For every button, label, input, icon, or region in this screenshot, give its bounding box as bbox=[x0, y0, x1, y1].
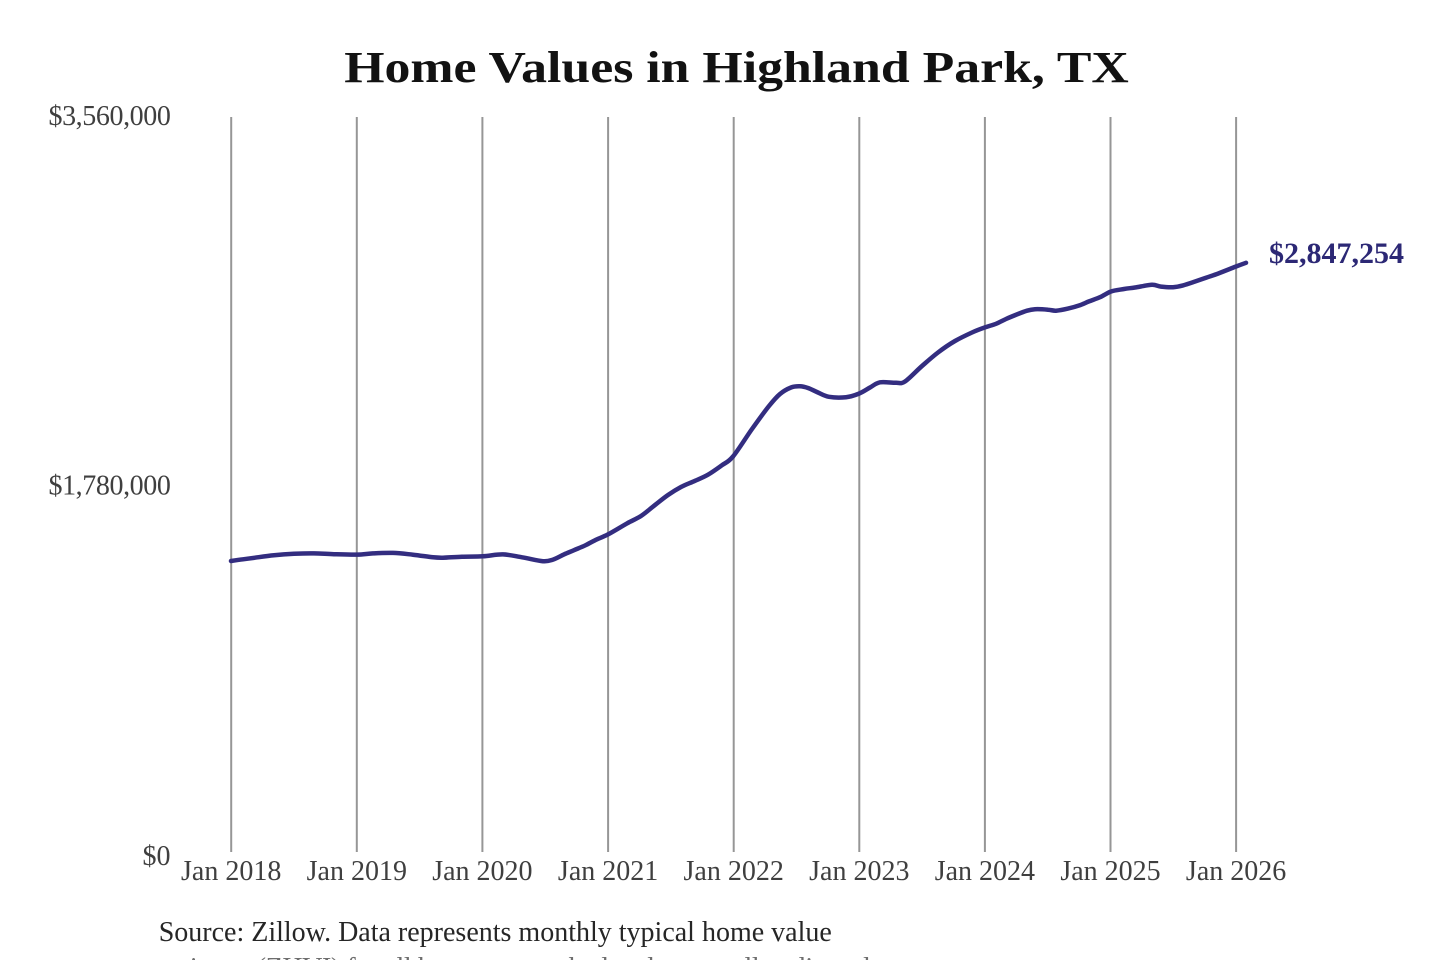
svg-text:Jan 2020: Jan 2020 bbox=[432, 856, 532, 887]
svg-text:Home Values in Highland Park,: Home Values in Highland Park, TX bbox=[344, 44, 1129, 93]
svg-text:Jan 2022: Jan 2022 bbox=[684, 856, 784, 887]
svg-text:Jan 2024: Jan 2024 bbox=[935, 856, 1035, 887]
svg-text:Source: Zillow. Data represent: Source: Zillow. Data represents monthly … bbox=[159, 917, 832, 948]
svg-text:Jan 2023: Jan 2023 bbox=[809, 856, 909, 887]
svg-text:Jan 2018: Jan 2018 bbox=[181, 856, 281, 887]
svg-text:estimate (ZHVI) for all homes,: estimate (ZHVI) for all homes, smoothed … bbox=[160, 953, 870, 960]
svg-text:Jan 2019: Jan 2019 bbox=[307, 856, 407, 887]
svg-text:$0: $0 bbox=[143, 841, 171, 872]
svg-text:$2,847,254: $2,847,254 bbox=[1269, 237, 1404, 270]
svg-text:$3,560,000: $3,560,000 bbox=[48, 101, 170, 132]
svg-text:Jan 2026: Jan 2026 bbox=[1186, 856, 1286, 887]
svg-text:Jan 2021: Jan 2021 bbox=[558, 856, 658, 887]
svg-text:Jan 2025: Jan 2025 bbox=[1060, 856, 1160, 887]
svg-text:$1,780,000: $1,780,000 bbox=[48, 470, 170, 501]
